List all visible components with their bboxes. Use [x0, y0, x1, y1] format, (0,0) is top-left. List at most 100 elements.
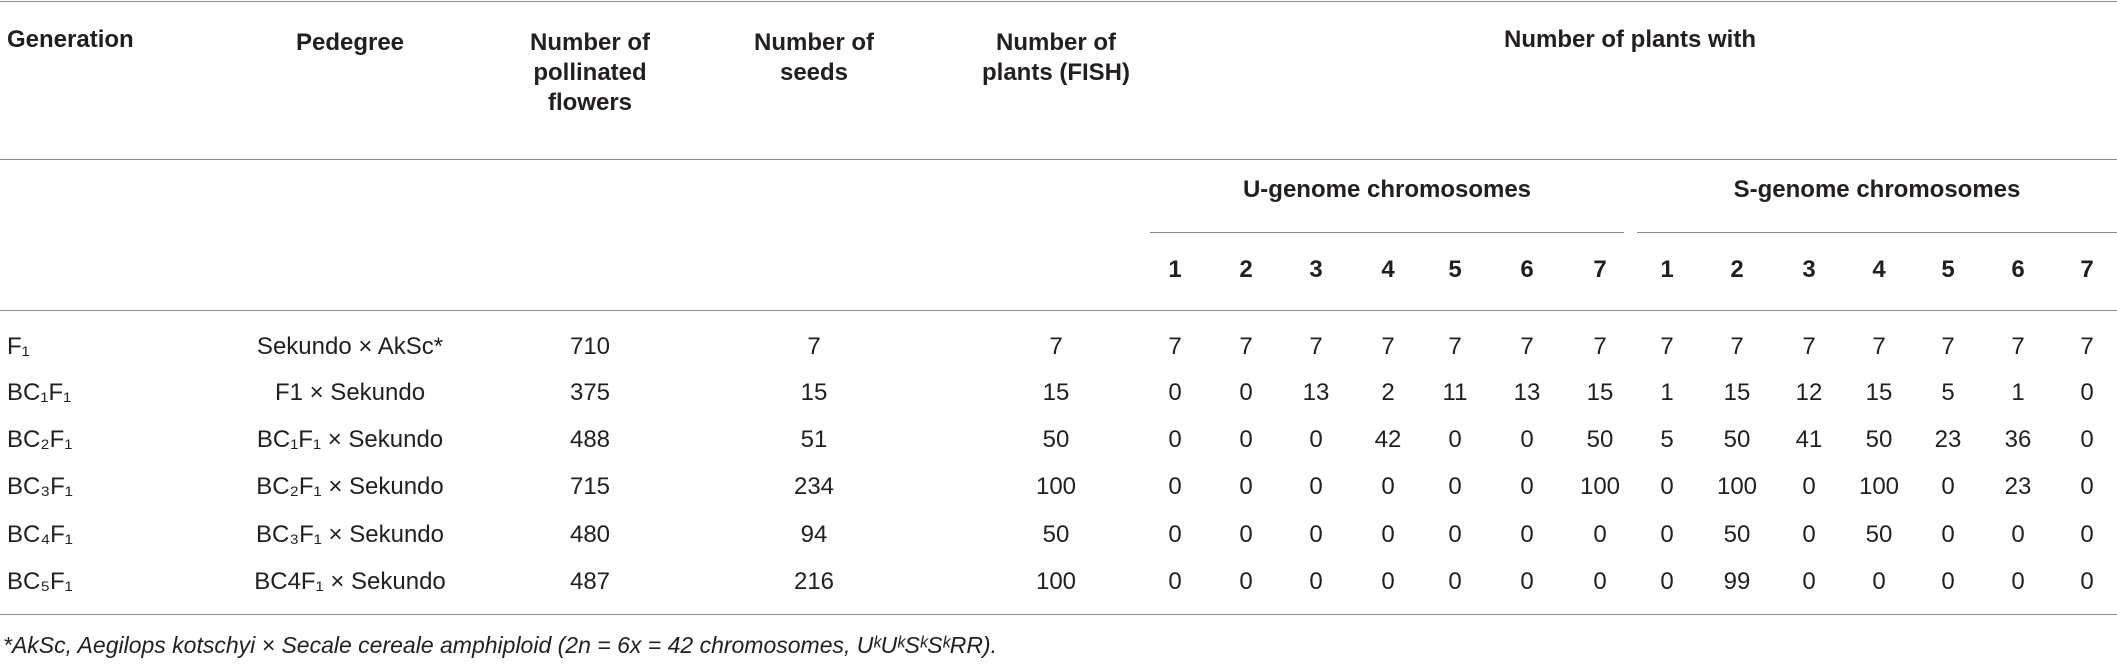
chromosome-number: 5 — [1941, 256, 1955, 283]
chromosome-number: 2 — [1730, 256, 1744, 283]
column-header: Number of pollinated flowers — [530, 29, 650, 116]
cell: 42 — [1374, 426, 1402, 453]
cell: 2 — [1381, 379, 1395, 406]
cell: 36 — [2004, 426, 2032, 453]
chromosome-number: 4 — [1381, 256, 1395, 283]
cell: 7 — [1941, 333, 1955, 360]
column-header: Number of seeds — [754, 29, 874, 86]
chromosome-number: 5 — [1448, 256, 1462, 283]
cell: 0 — [1239, 521, 1253, 548]
cell: 7 — [2011, 333, 2025, 360]
rule — [0, 614, 2117, 615]
cell: 0 — [1660, 473, 1674, 500]
cell: 0 — [1309, 568, 1323, 595]
cell: 7 — [1520, 333, 1534, 360]
cell: 7 — [2080, 333, 2094, 360]
cell: 50 — [1865, 521, 1893, 548]
cell: BC₂F₁ × Sekundo — [256, 473, 444, 500]
cell: BC4F₁ × Sekundo — [254, 568, 446, 595]
cell: BC₃F₁ × Sekundo — [256, 521, 444, 548]
cell: 0 — [1168, 426, 1182, 453]
cell: 7 — [807, 333, 821, 360]
rule — [0, 310, 2117, 311]
cell: 0 — [1448, 426, 1462, 453]
cell: 216 — [793, 568, 835, 595]
cell: 7 — [1381, 333, 1395, 360]
cell: 0 — [1239, 473, 1253, 500]
column-header: Number of plants (FISH) — [982, 29, 1130, 86]
cell: 710 — [569, 333, 611, 360]
cell: 51 — [800, 426, 828, 453]
subgroup-header: S-genome chromosomes — [1733, 176, 2021, 203]
cell: 0 — [2080, 426, 2094, 453]
column-header: Pedegree — [295, 29, 405, 56]
chromosome-number: 7 — [2080, 256, 2094, 283]
cell: 0 — [1660, 521, 1674, 548]
cell: 99 — [1723, 568, 1751, 595]
row-label: BC₄F₁ — [7, 521, 73, 548]
cell: 11 — [1442, 379, 1468, 406]
cell: 7 — [1872, 333, 1886, 360]
cell: 7 — [1049, 333, 1063, 360]
cell: 7 — [1730, 333, 1744, 360]
cell: 0 — [2080, 473, 2094, 500]
cell: 0 — [1381, 521, 1395, 548]
cell: 0 — [2080, 379, 2094, 406]
cell: 0 — [1168, 379, 1182, 406]
cell: 100 — [1579, 473, 1621, 500]
cell: 50 — [1042, 521, 1070, 548]
cell: 0 — [1941, 473, 1955, 500]
cell: 0 — [1802, 521, 1816, 548]
cell: 0 — [2080, 521, 2094, 548]
subgroup-header: U-genome chromosomes — [1242, 176, 1532, 203]
cell: 50 — [1723, 521, 1751, 548]
cell: 375 — [569, 379, 611, 406]
cell: 0 — [1381, 568, 1395, 595]
cell: 1 — [1660, 379, 1674, 406]
cell: 0 — [1239, 426, 1253, 453]
group-header: Number of plants with — [1504, 26, 1756, 53]
cell: 0 — [1802, 568, 1816, 595]
cell: 15 — [1865, 379, 1893, 406]
cell: 15 — [1586, 379, 1614, 406]
rule — [1637, 232, 2117, 233]
cell: 23 — [2004, 473, 2032, 500]
cell: 0 — [1168, 568, 1182, 595]
chromosome-number: 3 — [1802, 256, 1816, 283]
cell: 15 — [800, 379, 828, 406]
row-label: BC₅F₁ — [7, 568, 73, 595]
cell: 100 — [1716, 473, 1758, 500]
cell: 100 — [1858, 473, 1900, 500]
cell: 234 — [793, 473, 835, 500]
cell: 7 — [1448, 333, 1462, 360]
cell: 0 — [1309, 426, 1323, 453]
cell: 7 — [1802, 333, 1816, 360]
cell: 0 — [1520, 568, 1534, 595]
row-label: BC₃F₁ — [7, 473, 73, 500]
cell: 0 — [1239, 379, 1253, 406]
cell: 0 — [1168, 473, 1182, 500]
cell: 0 — [2011, 568, 2025, 595]
cell: 0 — [1448, 521, 1462, 548]
cell: 0 — [1448, 473, 1462, 500]
column-header: Generation — [7, 26, 134, 53]
cell: 7 — [1168, 333, 1182, 360]
cell: 94 — [800, 521, 828, 548]
cell: 15 — [1723, 379, 1751, 406]
chromosome-number: 1 — [1660, 256, 1674, 283]
cell: 100 — [1035, 568, 1077, 595]
cell: 0 — [2011, 521, 2025, 548]
chromosome-number: 4 — [1872, 256, 1886, 283]
cell: 5 — [1660, 426, 1674, 453]
cell: 715 — [569, 473, 611, 500]
cell: 7 — [1660, 333, 1674, 360]
cell: 41 — [1795, 426, 1823, 453]
cell: 480 — [569, 521, 611, 548]
cell: Sekundo × AkSc* — [256, 333, 444, 360]
cell: 13 — [1302, 379, 1330, 406]
rule — [0, 159, 2117, 160]
cell: 0 — [2080, 568, 2094, 595]
cell: 0 — [1593, 521, 1607, 548]
chromosome-number: 2 — [1239, 256, 1253, 283]
